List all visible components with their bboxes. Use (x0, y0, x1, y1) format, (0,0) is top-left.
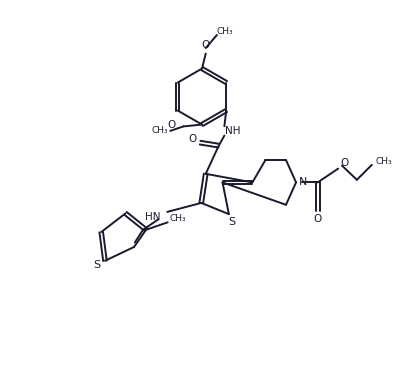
Text: CH₃: CH₃ (152, 126, 168, 135)
Text: CH₃: CH₃ (216, 27, 233, 36)
Text: O: O (202, 41, 210, 50)
Text: CH₃: CH₃ (170, 214, 186, 223)
Text: NH: NH (225, 126, 240, 136)
Text: O: O (314, 214, 322, 224)
Text: N: N (299, 177, 308, 187)
Text: O: O (189, 134, 197, 144)
Text: S: S (93, 260, 100, 270)
Text: O: O (167, 120, 175, 130)
Text: S: S (228, 217, 236, 227)
Text: CH₃: CH₃ (375, 158, 392, 166)
Text: HN: HN (145, 212, 161, 222)
Text: O: O (341, 158, 349, 168)
